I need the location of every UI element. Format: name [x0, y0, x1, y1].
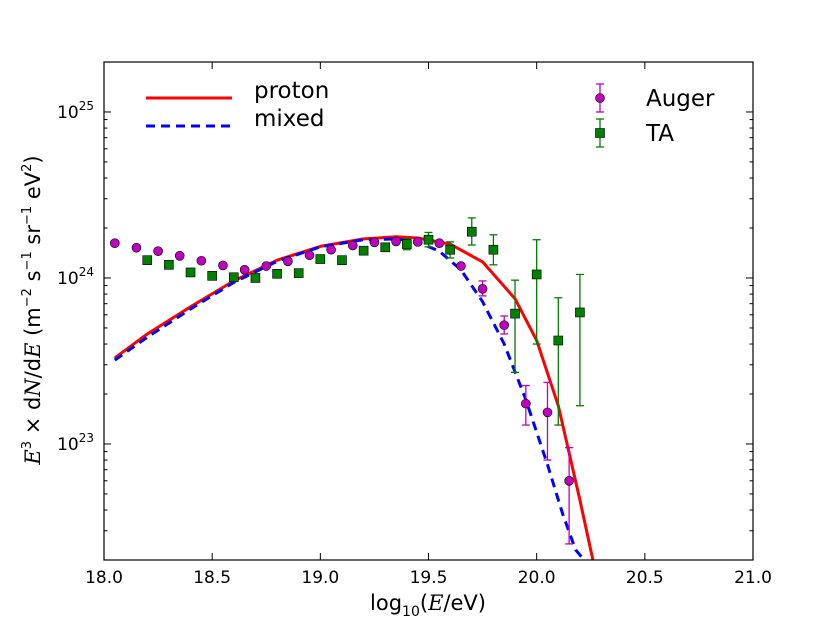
- Auger-point: [564, 475, 574, 486]
- x-tick-label: 20.5: [626, 568, 664, 588]
- TA-point: [575, 307, 585, 318]
- Auger-point: [283, 256, 293, 267]
- tick-layer: 18.0 18.5 19.0 19.5 20.0 20.5 21.0 1023 1024 1025: [57, 61, 772, 588]
- mixed-curve: [113, 237, 586, 560]
- TA-point: [229, 272, 239, 283]
- Auger-point: [369, 237, 380, 248]
- TA-point: [445, 244, 455, 255]
- Auger-point: [174, 251, 185, 261]
- legend-label-TA: TA: [645, 121, 674, 147]
- TA-point: [510, 308, 520, 319]
- TA-point: [293, 268, 304, 278]
- TA-point: [402, 239, 412, 249]
- x-tick-label: 21.0: [734, 568, 772, 588]
- TA-point: [142, 255, 153, 265]
- Auger-point: [218, 260, 228, 271]
- Auger-point: [391, 236, 401, 247]
- TA-point: [250, 273, 261, 283]
- legend-marker-Auger: [595, 93, 605, 103]
- Auger-point: [456, 261, 466, 271]
- Auger-point: [304, 250, 315, 261]
- Auger-point: [521, 398, 531, 409]
- legend-marker-TA: [595, 128, 605, 138]
- TA-point: [185, 267, 196, 278]
- proton-curve: [113, 235, 595, 560]
- x-tick-label: 20.0: [518, 568, 556, 588]
- Auger-point: [261, 261, 272, 271]
- Auger-point: [412, 237, 423, 247]
- x-tick-label: 18.5: [193, 568, 231, 588]
- TA-point: [380, 242, 391, 253]
- Auger-point: [196, 255, 207, 266]
- Auger-point: [239, 265, 250, 275]
- TA-point: [466, 226, 477, 237]
- x-axis-label: log10(E/eV): [370, 591, 486, 620]
- Auger-point: [326, 244, 336, 255]
- legend-label-proton: proton: [254, 78, 329, 104]
- Auger-point: [477, 284, 488, 294]
- TA-series: [142, 217, 585, 426]
- x-tick-label: 19.0: [301, 568, 339, 588]
- TA-point: [207, 271, 217, 281]
- Auger-series: [110, 236, 574, 545]
- x-tick-label: 18.0: [85, 568, 123, 588]
- Auger-point: [434, 238, 445, 248]
- Auger-point: [153, 246, 163, 256]
- TA-point: [531, 269, 542, 280]
- x-tick-label: 19.5: [410, 568, 448, 588]
- y-tick-label: 1025: [57, 99, 94, 123]
- TA-point: [272, 268, 282, 279]
- TA-point: [315, 254, 326, 264]
- TA-point: [337, 255, 347, 265]
- legend-label-mixed: mixed: [254, 106, 324, 132]
- y-axis-label: E3 × dN/dE (m−2 s−1 sr−1 eV2): [20, 155, 45, 465]
- y-tick-label: 1024: [57, 265, 94, 289]
- Auger-point: [542, 407, 553, 418]
- TA-point: [164, 260, 174, 270]
- y-tick-label: 1023: [57, 431, 94, 455]
- Auger-point: [499, 320, 510, 330]
- TA-point: [553, 335, 564, 346]
- Auger-point: [347, 240, 358, 251]
- TA-point: [423, 234, 434, 245]
- Auger-point: [110, 238, 120, 248]
- TA-point: [358, 245, 369, 256]
- legend-label-Auger: Auger: [646, 86, 715, 112]
- TA-point: [488, 244, 499, 255]
- plot-layer: [110, 217, 595, 560]
- Auger-point: [131, 242, 142, 253]
